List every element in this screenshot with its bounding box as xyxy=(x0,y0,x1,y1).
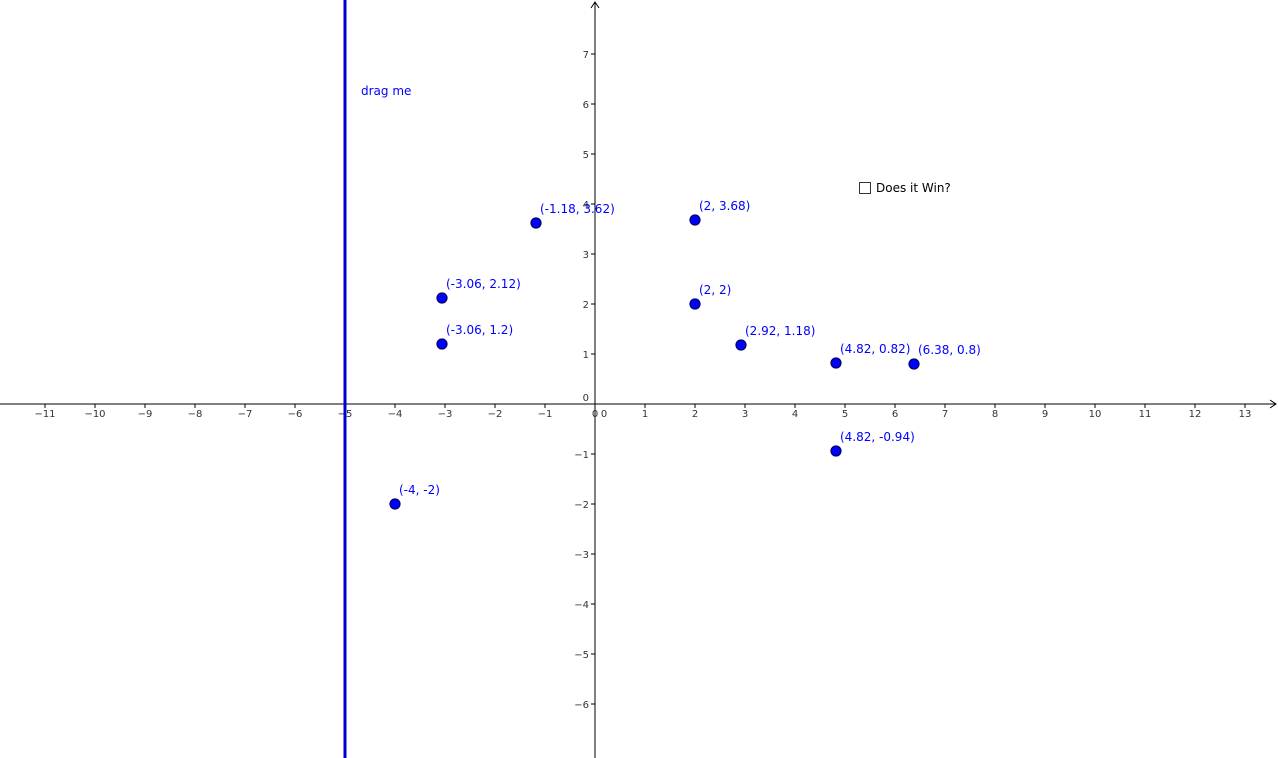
x-tick-label: −2 xyxy=(488,409,503,420)
y-tick-label: −6 xyxy=(574,700,589,711)
point-label: (-4, -2) xyxy=(399,483,440,497)
does-it-win-checkbox[interactable]: Does it Win? xyxy=(859,181,951,195)
x-tick-label: −11 xyxy=(34,409,55,420)
x-tick-label: −4 xyxy=(388,409,403,420)
x-tick-label: 12 xyxy=(1189,409,1202,420)
tick-marks: −11−10−9−8−7−6−5−4−3−2−10123456789101112… xyxy=(34,50,1251,711)
y-axis-arrow-icon xyxy=(590,1,600,9)
drag-me-label: drag me xyxy=(361,84,411,98)
data-point[interactable] xyxy=(689,298,701,310)
x-axis-arrow-icon xyxy=(1269,399,1277,409)
y-tick-label: 6 xyxy=(583,100,589,111)
point-label: (2.92, 1.18) xyxy=(745,324,815,338)
x-tick-label: 13 xyxy=(1239,409,1252,420)
x-tick-label: −10 xyxy=(84,409,105,420)
data-point[interactable] xyxy=(908,358,920,370)
x-tick-label: −7 xyxy=(238,409,253,420)
y-tick-label: 2 xyxy=(583,300,589,311)
x-tick-label: 1 xyxy=(642,409,648,420)
data-point[interactable] xyxy=(530,217,542,229)
data-point[interactable] xyxy=(735,339,747,351)
x-tick-label: 11 xyxy=(1139,409,1152,420)
x-tick-label: 6 xyxy=(892,409,898,420)
x-tick-label: 5 xyxy=(842,409,848,420)
data-point[interactable] xyxy=(830,357,842,369)
x-tick-label: −6 xyxy=(288,409,303,420)
data-point[interactable] xyxy=(830,445,842,457)
x-tick-label: −8 xyxy=(188,409,203,420)
y-tick-label: 1 xyxy=(583,350,589,361)
y-tick-label: −1 xyxy=(574,450,589,461)
x-tick-label: 0 xyxy=(592,409,598,420)
y-tick-label: −5 xyxy=(574,650,589,661)
x-tick-label: 3 xyxy=(742,409,748,420)
y-tick-label: −4 xyxy=(574,600,589,611)
checkbox-square[interactable] xyxy=(859,182,871,194)
x-tick-label: 10 xyxy=(1089,409,1102,420)
data-point[interactable] xyxy=(389,498,401,510)
point-label: (4.82, 0.82) xyxy=(840,342,910,356)
point-label: (2, 2) xyxy=(699,283,731,297)
y-tick-label: −2 xyxy=(574,500,589,511)
point-label: (-1.18, 3.62) xyxy=(540,202,615,216)
point-label: (-3.06, 1.2) xyxy=(446,323,513,337)
drag-line-group[interactable]: drag me xyxy=(343,0,411,758)
point-label: (4.82, -0.94) xyxy=(840,430,915,444)
x-tick-label: −9 xyxy=(138,409,153,420)
y-tick-label: 3 xyxy=(583,250,589,261)
data-point[interactable] xyxy=(436,338,448,350)
x-tick-label: 8 xyxy=(992,409,998,420)
point-label: (-3.06, 2.12) xyxy=(446,277,521,291)
y-tick-label: 4 xyxy=(583,200,589,211)
x-tick-label: −3 xyxy=(438,409,453,420)
x-tick-label: 9 xyxy=(1042,409,1048,420)
y-tick-label: 5 xyxy=(583,150,589,161)
checkbox-label: Does it Win? xyxy=(876,181,951,195)
y-tick-label: 7 xyxy=(583,50,589,61)
data-point[interactable] xyxy=(689,214,701,226)
data-points: (-1.18, 3.62) (2, 3.68) (-3.06, 2.12) (2, 2… xyxy=(389,199,981,510)
point-label: (6.38, 0.8) xyxy=(918,343,981,357)
x-tick-label: 4 xyxy=(792,409,798,420)
x-tick-label: −1 xyxy=(538,409,553,420)
origin-label: 0 xyxy=(601,409,607,420)
point-label: (2, 3.68) xyxy=(699,199,750,213)
data-point[interactable] xyxy=(436,292,448,304)
y-tick-label: −3 xyxy=(574,550,589,561)
x-tick-label: 2 xyxy=(692,409,698,420)
x-tick-label: 7 xyxy=(942,409,948,420)
y-tick-label: 0 xyxy=(583,393,589,404)
